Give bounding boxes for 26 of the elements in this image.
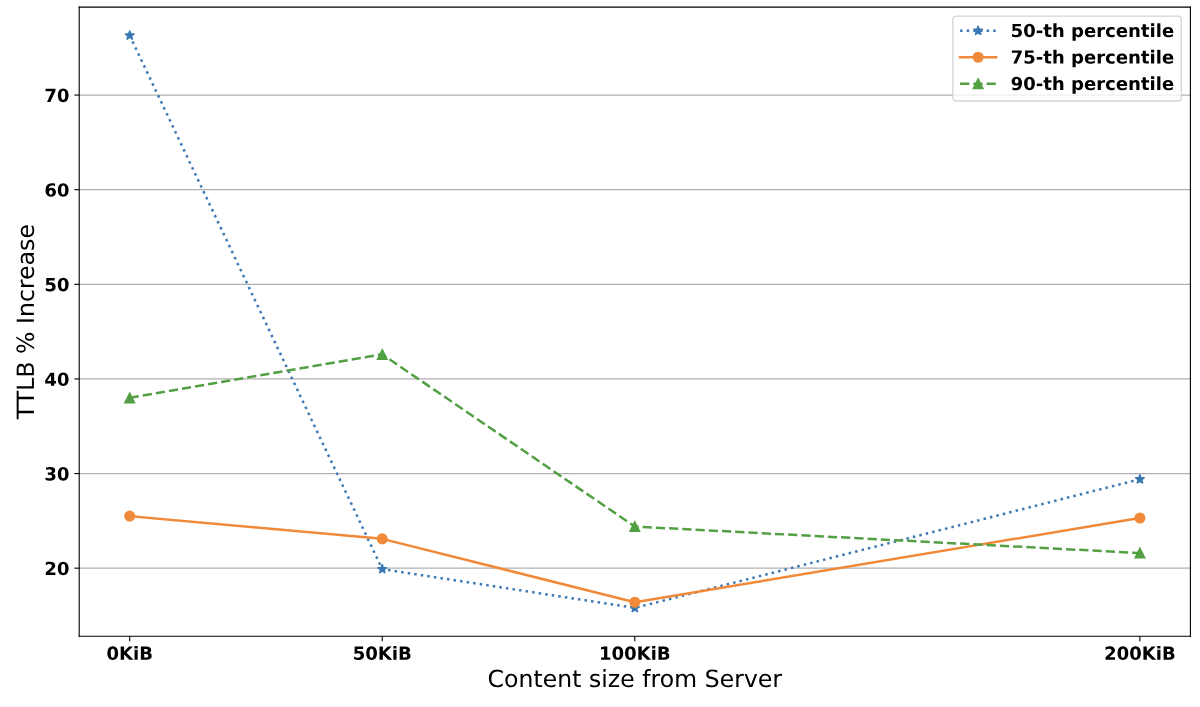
point	[124, 392, 136, 404]
x-tick-label: 100KiB	[601, 646, 670, 660]
legend-label: 50-th percentile	[1012, 23, 1174, 41]
point	[629, 520, 641, 533]
y-tick-label: 60	[45, 183, 69, 197]
y-tick-label: 50	[45, 277, 69, 292]
legend-label: 90-th percentile	[1011, 76, 1174, 94]
point	[1134, 473, 1146, 484]
y-tick-label: 40	[45, 372, 69, 387]
point	[629, 596, 641, 608]
point	[376, 348, 388, 360]
legend-label: 75-th percentile	[1011, 49, 1174, 68]
y-tick-label: 20	[45, 561, 69, 576]
y-tick-label: 70	[45, 88, 69, 103]
point	[1134, 547, 1146, 559]
point	[1134, 512, 1146, 524]
y-tick-label: 30	[45, 467, 69, 481]
x-tick-label: 0KiB	[107, 646, 152, 660]
point	[376, 563, 388, 574]
point	[376, 533, 388, 545]
point	[124, 510, 136, 522]
x-tick-label: 50KiB	[354, 646, 411, 660]
x-axis-title: Content size from Server	[488, 669, 783, 688]
x-tick-label: 200KiB	[1105, 646, 1175, 660]
point	[124, 29, 136, 41]
y-axis-title: TTLB % Increase	[16, 225, 35, 420]
